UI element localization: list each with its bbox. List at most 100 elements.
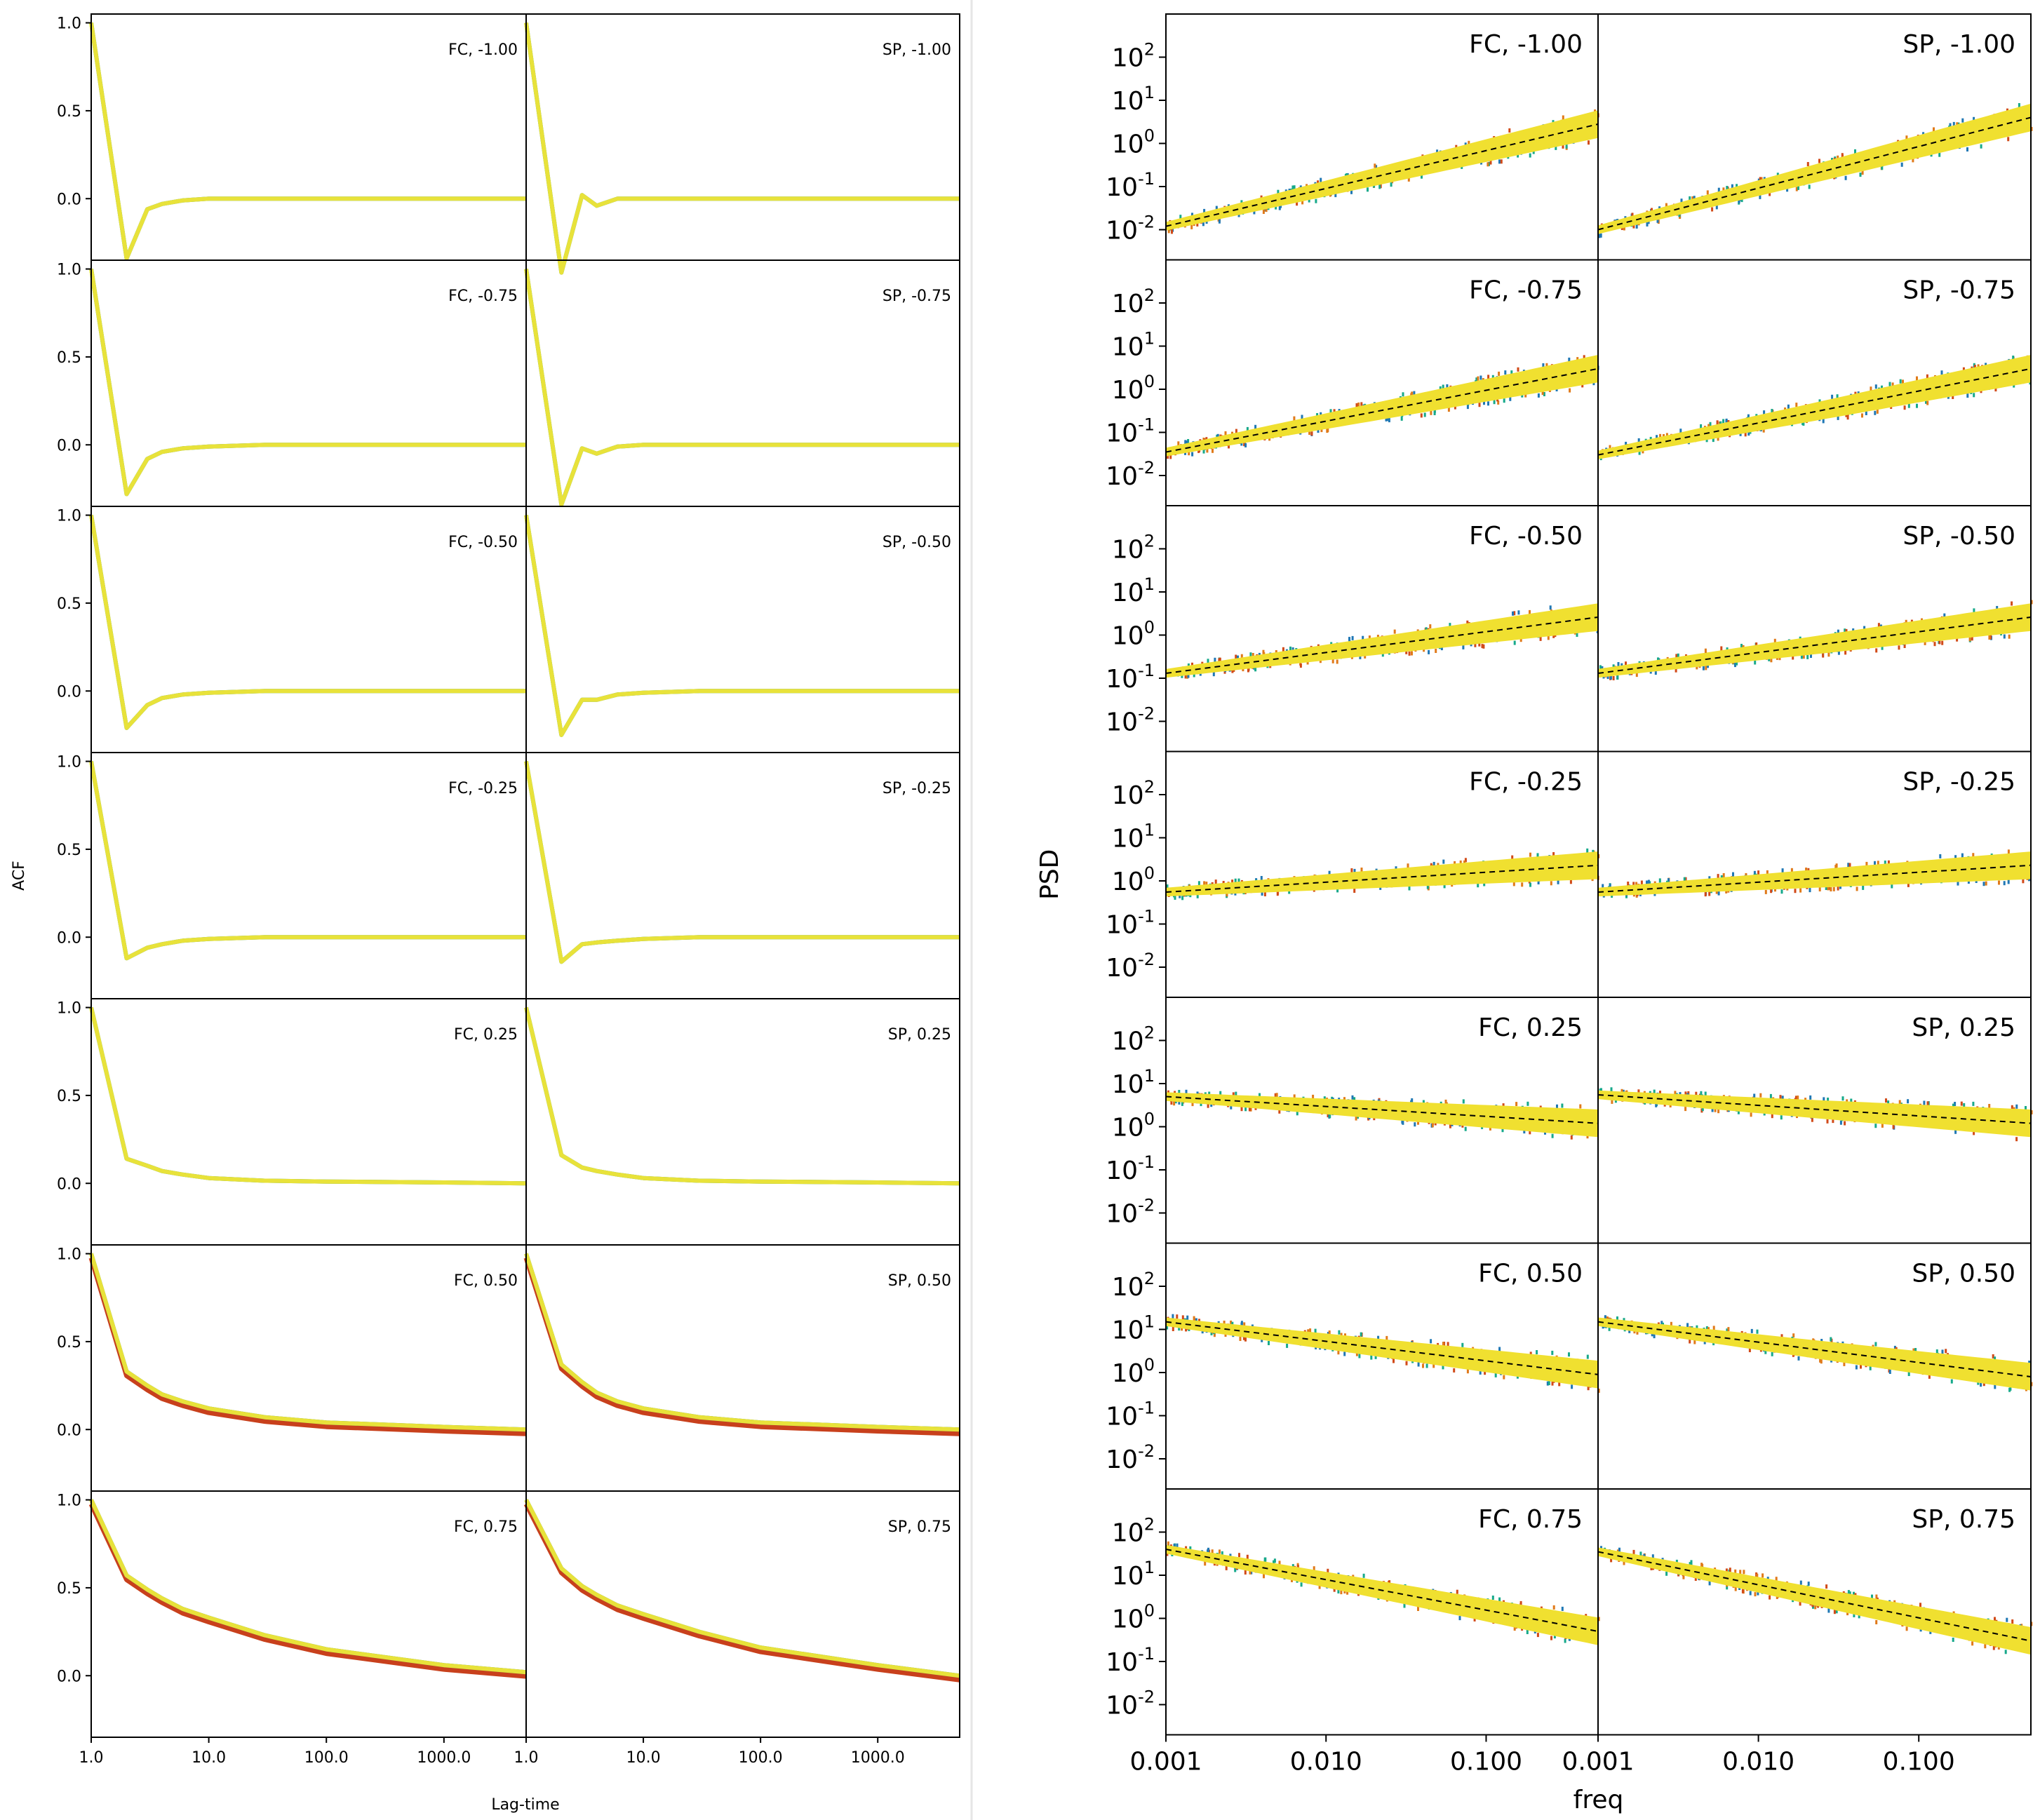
psd-y-tick-exp: 1	[1144, 1558, 1155, 1577]
psd-scatter-point	[2003, 881, 2006, 886]
psd-scatter-point	[1504, 370, 1507, 375]
psd-scatter-point	[1725, 889, 1728, 894]
psd-scatter-point	[1299, 663, 1302, 668]
psd-scatter-point	[1185, 1089, 1188, 1094]
psd-scatter-point	[1726, 1585, 1729, 1590]
psd-scatter-point	[1598, 234, 1601, 238]
acf-series-line	[89, 269, 526, 497]
psd-scatter-point	[1952, 121, 1955, 126]
psd-scatter-point	[1203, 881, 1206, 886]
acf-y-tick-label: 0.0	[57, 929, 81, 947]
psd-scatter-point	[1422, 1363, 1424, 1368]
acf-subplot-label: SP, -0.50	[883, 534, 951, 551]
psd-scatter-point	[1874, 861, 1876, 865]
psd-scatter-point	[1340, 1590, 1343, 1595]
psd-scatter-point	[1240, 441, 1243, 446]
psd-scatter-point	[1581, 383, 1584, 388]
psd-scatter-point	[1665, 1571, 1668, 1576]
psd-scatter-point	[1738, 198, 1740, 203]
psd-scatter-point	[1333, 1587, 1336, 1592]
psd-scatter-point	[1191, 452, 1194, 457]
psd-scatter-point	[1210, 1330, 1213, 1335]
acf-y-tick-label: 0.5	[57, 595, 81, 613]
psd-scatter-point	[1994, 1617, 1996, 1622]
psd-scatter-point	[1844, 650, 1847, 655]
psd-scatter-point	[1463, 860, 1466, 865]
psd-scatter-point	[1832, 887, 1835, 891]
acf-series-line	[524, 1253, 960, 1432]
psd-scatter-point	[1454, 405, 1456, 410]
psd-scatter-point	[1941, 1349, 1944, 1354]
psd-y-tick-base: 10	[1106, 217, 1138, 245]
psd-y-tick-base: 10	[1106, 1692, 1138, 1720]
psd-y-tick-label: 101	[1112, 1066, 1155, 1099]
psd-scatter-point	[1612, 676, 1615, 680]
psd-scatter-point	[1500, 159, 1503, 164]
psd-scatter-point	[1237, 878, 1240, 883]
psd-scatter-point	[1994, 1384, 1997, 1389]
psd-scatter-point	[1503, 398, 1505, 403]
psd-scatter-point	[1327, 428, 1329, 433]
psd-y-tick-exp: 2	[1144, 777, 1155, 797]
psd-scatter-point	[2018, 103, 2020, 107]
psd-scatter-point	[2022, 879, 2025, 884]
psd-scatter-point	[1588, 140, 1590, 145]
psd-scatter-point	[1844, 175, 1847, 180]
acf-subplot-label: FC, -0.25	[448, 780, 518, 797]
psd-y-tick-label: 10-1	[1106, 169, 1155, 202]
acf-series-line	[524, 760, 960, 964]
psd-y-tick-exp: -1	[1138, 1152, 1155, 1172]
psd-scatter-point	[1426, 884, 1429, 889]
psd-scatter-point	[1647, 879, 1650, 884]
psd-scatter-point	[1732, 872, 1734, 877]
psd-scatter-point	[2030, 600, 2033, 605]
psd-scatter-point	[1656, 435, 1658, 440]
psd-scatter-point	[1202, 222, 1204, 227]
psd-scatter-point	[1933, 642, 1936, 647]
psd-scatter-point	[1874, 384, 1877, 389]
psd-scatter-point	[1193, 1316, 1195, 1321]
psd-scatter-point	[1186, 440, 1188, 445]
acf-subplot-label: SP, -1.00	[883, 41, 951, 59]
psd-scatter-point	[1646, 222, 1649, 227]
psd-scatter-point	[1571, 1384, 1573, 1389]
psd-scatter-point	[1216, 433, 1219, 438]
psd-scatter-point	[1870, 386, 1872, 391]
psd-scatter-point	[1173, 1544, 1176, 1549]
psd-scatter-point	[1240, 654, 1243, 659]
psd-scatter-point	[1900, 162, 1903, 167]
psd-scatter-point	[1230, 1105, 1233, 1110]
psd-scatter-point	[1818, 887, 1821, 891]
psd-scatter-point	[1254, 424, 1257, 429]
psd-scatter-point	[2011, 601, 2013, 606]
psd-x-tick-label: 0.010	[1290, 1748, 1362, 1777]
psd-scatter-point	[1377, 1335, 1380, 1340]
psd-scatter-point	[1722, 419, 1725, 424]
psd-scatter-point	[1820, 1359, 1823, 1364]
psd-scatter-point	[1570, 1135, 1573, 1140]
psd-scatter-point	[1378, 184, 1381, 189]
acf-x-tick-label: 1000.0	[417, 1749, 471, 1767]
psd-scatter-point	[1667, 878, 1670, 883]
psd-scatter-point	[1551, 1350, 1554, 1355]
psd-scatter-point	[1327, 1568, 1329, 1573]
psd-scatter-point	[1814, 1605, 1817, 1610]
psd-scatter-point	[1357, 402, 1360, 407]
psd-subplot-label: FC, -0.75	[1469, 276, 1583, 305]
psd-scatter-point	[1375, 165, 1378, 170]
psd-scatter-point	[2015, 1137, 2018, 1142]
psd-scatter-point	[1420, 413, 1423, 418]
psd-scatter-point	[1632, 224, 1635, 229]
psd-scatter-point	[1992, 1354, 1994, 1359]
psd-scatter-point	[1519, 1600, 1522, 1605]
psd-scatter-point	[1925, 399, 1927, 404]
psd-subplot-label: FC, 0.25	[1478, 1013, 1583, 1042]
psd-scatter-point	[1545, 363, 1548, 368]
psd-y-tick-base: 10	[1112, 290, 1144, 318]
acf-series-red	[523, 1257, 960, 1436]
psd-scatter-point	[1337, 1350, 1340, 1355]
psd-scatter-point	[1638, 450, 1641, 455]
psd-y-tick-base: 10	[1106, 1403, 1138, 1431]
psd-scatter-point	[1957, 881, 1959, 886]
psd-scatter-point	[1234, 1568, 1237, 1572]
